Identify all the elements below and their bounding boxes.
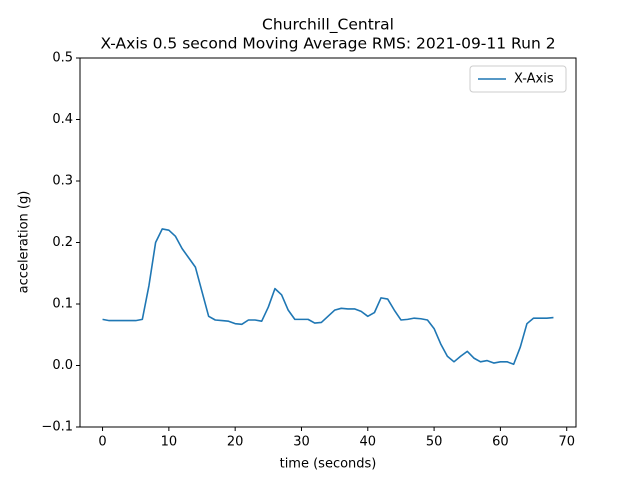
chart-subtitle: X-Axis 0.5 second Moving Average RMS: 20… (100, 35, 555, 53)
x-tick-label: 20 (227, 435, 244, 450)
x-tick-label: 10 (161, 435, 178, 450)
x-tick-label: 60 (492, 435, 509, 450)
x-tick-label: 70 (558, 435, 575, 450)
y-tick-label: 0.5 (52, 51, 73, 66)
x-tick-label: 50 (426, 435, 443, 450)
plot-frame (79, 57, 577, 428)
x-tick-label: 40 (360, 435, 377, 450)
legend-label: X-Axis (514, 72, 554, 87)
data-line (102, 228, 554, 366)
y-tick-label: 0.3 (52, 174, 73, 189)
y-tick-label: 0.2 (52, 235, 73, 250)
x-tick-label: 0 (98, 435, 106, 450)
y-tick-label: −0.1 (41, 420, 73, 435)
y-axis-label: acceleration (g) (17, 191, 32, 294)
y-tick-label: 0.1 (52, 297, 73, 312)
legend-box (469, 65, 567, 93)
y-tick-label: 0.4 (52, 112, 73, 127)
x-tick-label: 30 (293, 435, 310, 450)
x-axis-label: time (seconds) (280, 457, 377, 472)
y-tick-label: 0.0 (52, 358, 73, 373)
chart-title: Churchill_Central (262, 16, 394, 35)
